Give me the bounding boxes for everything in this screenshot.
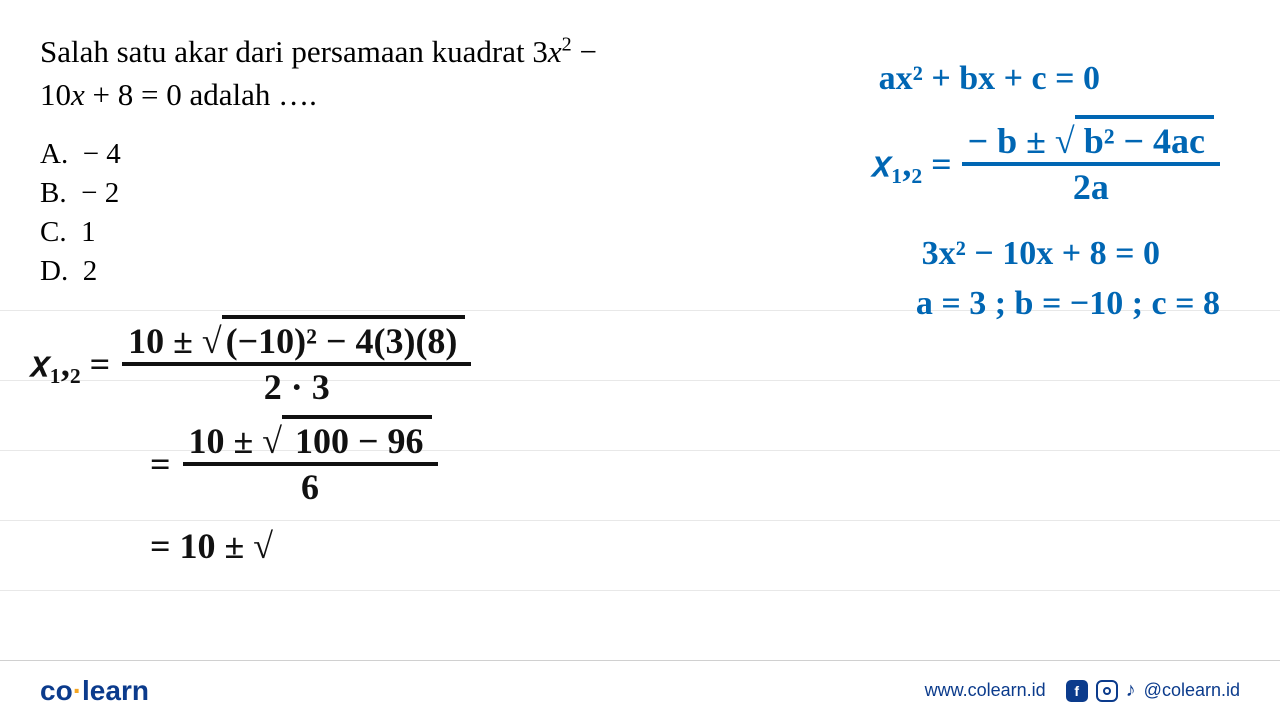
option-d-value: 2 bbox=[83, 255, 98, 287]
facebook-icon: f bbox=[1066, 680, 1088, 702]
hw-quadratic-formula: 𝑥₁,₂ = − b ± √ b² − 4ac 2a bbox=[871, 120, 1220, 208]
logo-right: learn bbox=[82, 675, 149, 706]
hw-step2-denominator: 6 bbox=[183, 466, 438, 508]
hw-step1-lhs: 𝑥₁,₂ = bbox=[30, 343, 110, 386]
hw-step1-numerator: 10 ± √(−10)² − 4(3)(8) bbox=[122, 320, 471, 366]
hw-step2-numerator: 10 ± √ 100 − 96 bbox=[183, 420, 438, 466]
option-a-value: − 4 bbox=[83, 138, 121, 170]
hw-step1-denominator: 2 · 3 bbox=[122, 366, 471, 408]
hw-x12-label: 𝑥₁,₂ = bbox=[871, 143, 951, 186]
logo-dot: · bbox=[73, 675, 82, 706]
content-area: Salah satu akar dari persamaan kuadrat 3… bbox=[0, 0, 1280, 720]
hw-quad-denominator: 2a bbox=[962, 166, 1220, 208]
footer: co·learn www.colearn.id f ♪ @colearn.id bbox=[0, 660, 1280, 720]
q2-post: + 8 = 0 adalah …. bbox=[85, 77, 317, 112]
tiktok-icon: ♪ bbox=[1126, 679, 1136, 702]
logo-left: co bbox=[40, 675, 73, 706]
hw-quad-numerator: − b ± √ b² − 4ac bbox=[962, 120, 1220, 166]
hw-specific-equation: 3x² − 10x + 8 = 0 bbox=[922, 235, 1160, 273]
q1-post: − bbox=[572, 34, 597, 69]
hw-step1: 𝑥₁,₂ = 10 ± √(−10)² − 4(3)(8) 2 · 3 bbox=[30, 320, 471, 408]
option-c-value: 1 bbox=[81, 216, 96, 248]
q2-var: x bbox=[71, 77, 85, 112]
hw-step2: = 10 ± √ 100 − 96 6 bbox=[150, 420, 438, 508]
q1-var: x bbox=[548, 34, 562, 69]
hw-step3: = 10 ± √ bbox=[150, 525, 273, 567]
hw-step2-eq: = bbox=[150, 443, 171, 485]
hw-step1-fraction: 10 ± √(−10)² − 4(3)(8) 2 · 3 bbox=[122, 320, 471, 408]
hw-step2-fraction: 10 ± √ 100 − 96 6 bbox=[183, 420, 438, 508]
footer-right: www.colearn.id f ♪ @colearn.id bbox=[925, 679, 1240, 702]
option-b-value: − 2 bbox=[81, 177, 119, 209]
q1-pre: Salah satu akar dari persamaan kuadrat 3 bbox=[40, 34, 548, 69]
hw-coefficients: a = 3 ; b = −10 ; c = 8 bbox=[916, 285, 1220, 323]
hw-quadratic-fraction: − b ± √ b² − 4ac 2a bbox=[962, 120, 1220, 208]
social-group: f ♪ @colearn.id bbox=[1066, 679, 1240, 702]
footer-url: www.colearn.id bbox=[925, 680, 1046, 701]
hw-general-form: ax² + bx + c = 0 bbox=[879, 60, 1100, 98]
brand-logo: co·learn bbox=[40, 675, 149, 707]
q2-pre: 10 bbox=[40, 77, 71, 112]
q1-exp: 2 bbox=[562, 34, 572, 56]
instagram-icon bbox=[1096, 680, 1118, 702]
social-handle: @colearn.id bbox=[1144, 680, 1240, 701]
